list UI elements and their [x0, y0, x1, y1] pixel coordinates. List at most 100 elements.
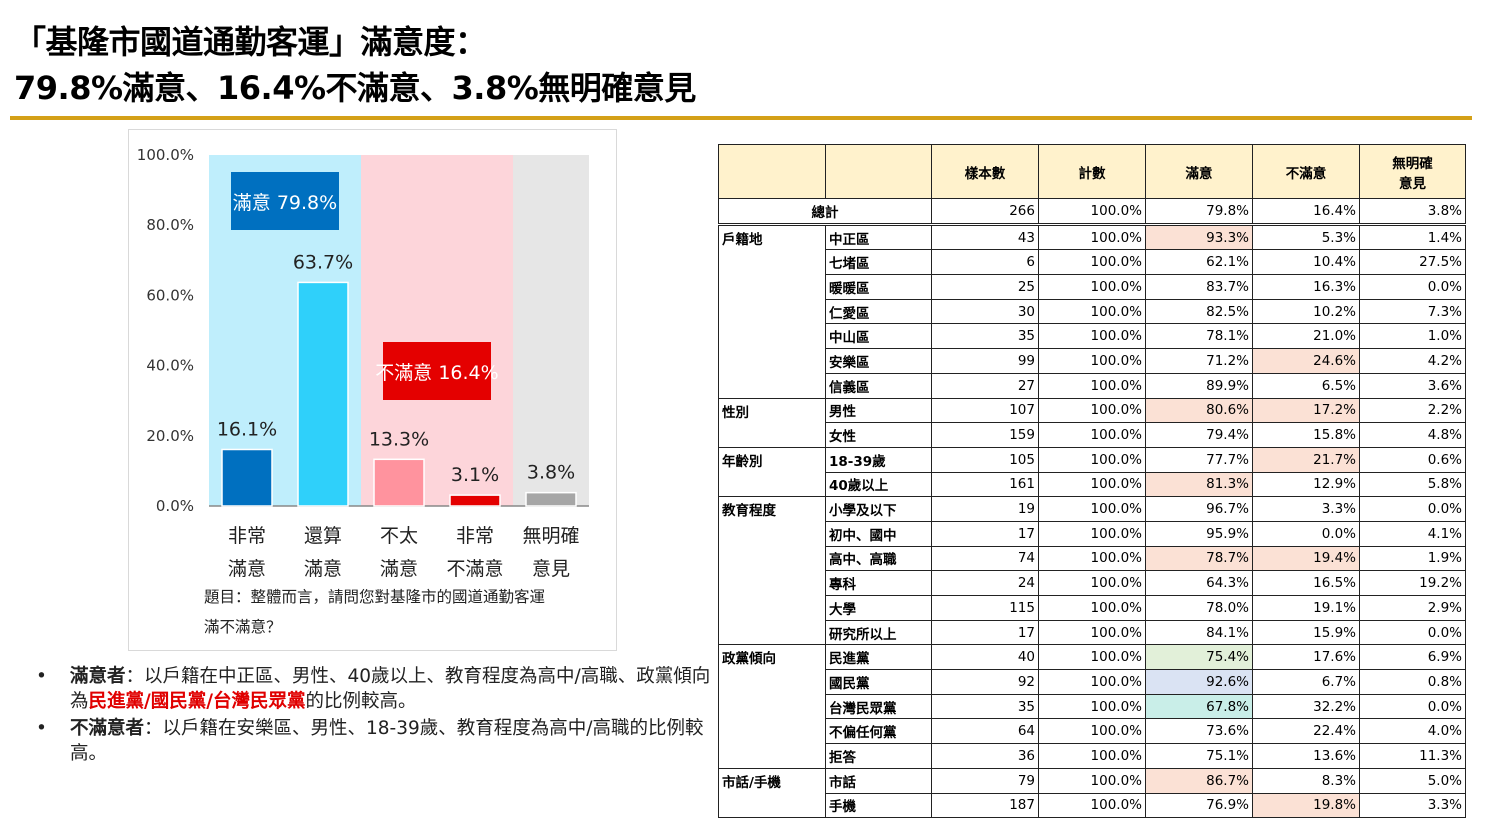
table-cell: 64.3%	[1145, 570, 1253, 596]
row-group-label: 政黨傾向	[718, 644, 826, 769]
table-cell: 79.4%	[1145, 422, 1253, 448]
row-group-label: 市話/手機	[718, 767, 826, 819]
table-cell: 21.7%	[1252, 446, 1360, 473]
table-cell: 24	[931, 570, 1039, 596]
table-cell: 187	[931, 792, 1039, 819]
table-cell: 100.0%	[1038, 323, 1146, 350]
table-cell: 81.3%	[1145, 471, 1253, 498]
column-header: 不滿意	[1252, 144, 1360, 199]
unsatisfied-band	[361, 155, 513, 506]
table-cell: 4.2%	[1359, 348, 1466, 374]
row-label: 暖暖區	[825, 274, 932, 300]
table-cell: 30	[931, 298, 1039, 325]
x-category-label: 意見	[532, 558, 570, 580]
table-cell: 27.5%	[1359, 249, 1466, 276]
table-row: 安樂區 99 100.0% 71.2% 24.6% 4.2%	[719, 348, 1466, 374]
table-cell: 17	[931, 619, 1039, 646]
table-row: 國民黨 92 100.0% 92.6% 6.7% 0.8%	[719, 669, 1466, 695]
title-underline	[10, 116, 1472, 120]
table-cell: 27	[931, 372, 1039, 399]
bar-value-label: 63.7%	[293, 251, 353, 273]
bar	[525, 491, 577, 507]
table-cell: 74	[931, 545, 1039, 572]
table-row: 40歲以上 161 100.0% 81.3% 12.9% 5.8%	[719, 471, 1466, 498]
note-satisfied: • 滿意者：以戶籍在中正區、男性、40歲以上、教育程度為高中/高職、政黨傾向為民…	[36, 664, 726, 714]
table-row: 不偏任何黨 64 100.0% 73.6% 22.4% 4.0%	[719, 718, 1466, 745]
table-cell: 35	[931, 323, 1039, 350]
y-tick-label: 0.0%	[156, 497, 194, 515]
table-row: 高中、高職 74 100.0% 78.7% 19.4% 1.9%	[719, 545, 1466, 572]
x-category-label: 還算	[304, 525, 342, 547]
row-group-label: 教育程度	[718, 496, 826, 646]
row-label: 七堵區	[825, 249, 932, 276]
table-row: 市話/手機 市話 79 100.0% 86.7% 8.3% 5.0%	[718, 767, 1466, 819]
table-cell: 159	[931, 422, 1039, 448]
table-cell: 7.3%	[1359, 298, 1466, 325]
note-highlight: 民進黨/國民黨/台灣民眾黨	[88, 691, 306, 712]
table-cell: 100.0%	[1038, 348, 1146, 374]
table-cell: 0.6%	[1359, 446, 1466, 473]
table-cell: 1.4%	[1359, 223, 1466, 251]
table-cell: 80.6%	[1145, 397, 1253, 424]
table-cell: 76.9%	[1145, 792, 1253, 819]
y-tick-label: 60.0%	[146, 286, 194, 304]
table-cell: 17	[931, 520, 1039, 547]
table-cell: 5.3%	[1252, 223, 1360, 251]
column-header: 滿意	[1145, 144, 1253, 199]
row-label: 男性	[825, 397, 932, 424]
bar	[297, 281, 349, 507]
note-unsatisfied: • 不滿意者：以戶籍在安樂區、男性、18-39歲、教育程度為高中/高職的比例較高…	[36, 716, 726, 766]
table-row: 大學 115 100.0% 78.0% 19.1% 2.9%	[719, 595, 1466, 621]
table-cell: 100.0%	[1038, 520, 1146, 547]
table-cell: 100.0%	[1038, 372, 1146, 399]
table-cell: 100.0%	[1038, 693, 1146, 720]
table-cell: 78.0%	[1145, 595, 1253, 621]
column-header	[825, 144, 932, 199]
row-label: 台灣民眾黨	[825, 693, 932, 720]
bar-value-label: 3.1%	[451, 464, 499, 486]
row-label: 中山區	[825, 323, 932, 350]
row-label: 小學及以下	[825, 496, 932, 522]
row-label: 市話	[825, 767, 932, 794]
row-label: 信義區	[825, 372, 932, 399]
table-cell: 4.8%	[1359, 422, 1466, 448]
table-cell: 4.1%	[1359, 520, 1466, 547]
bar	[221, 448, 273, 507]
chart-question-footnote: 滿不滿意？	[204, 617, 282, 636]
table-cell: 100.0%	[1038, 743, 1146, 769]
table-cell: 0.0%	[1359, 693, 1466, 720]
y-tick-label: 40.0%	[146, 357, 194, 375]
column-header	[718, 144, 826, 199]
row-label: 40歲以上	[825, 471, 932, 498]
table-cell: 100.0%	[1038, 644, 1146, 671]
table-cell: 100.0%	[1038, 422, 1146, 448]
table-cell: 11.3%	[1359, 743, 1466, 769]
table-cell: 78.7%	[1145, 545, 1253, 572]
row-label: 初中、國中	[825, 520, 932, 547]
bar-value-label: 16.1%	[217, 418, 277, 440]
row-label: 中正區	[825, 223, 932, 251]
column-header: 計數	[1038, 144, 1146, 199]
table-cell: 77.7%	[1145, 446, 1253, 473]
row-group-label: 年齡別	[718, 446, 826, 498]
table-cell: 19.4%	[1252, 545, 1360, 572]
table-cell: 4.0%	[1359, 718, 1466, 745]
chart-question-footnote: 題目：整體而言，請問您對基隆市的國道通勤客運	[204, 588, 545, 606]
bullet: •	[36, 718, 47, 739]
bar	[449, 494, 501, 507]
table-cell: 99	[931, 348, 1039, 374]
table-cell: 15.9%	[1252, 619, 1360, 646]
table-cell: 16.4%	[1252, 198, 1360, 226]
table-row: 暖暖區 25 100.0% 83.7% 16.3% 0.0%	[719, 274, 1466, 300]
table-row: 仁愛區 30 100.0% 82.5% 10.2% 7.3%	[719, 298, 1466, 325]
table-cell: 100.0%	[1038, 767, 1146, 794]
table-row: 拒答 36 100.0% 75.1% 13.6% 11.3%	[719, 743, 1466, 769]
table-cell: 95.9%	[1145, 520, 1253, 547]
table-cell: 0.8%	[1359, 669, 1466, 695]
table-cell: 2.9%	[1359, 595, 1466, 621]
note-head: 滿意者	[70, 666, 126, 687]
table-cell: 96.7%	[1145, 496, 1253, 522]
table-row: 手機 187 100.0% 76.9% 19.8% 3.3%	[719, 792, 1466, 819]
table-cell: 13.6%	[1252, 743, 1360, 769]
table-cell: 100.0%	[1038, 223, 1146, 251]
